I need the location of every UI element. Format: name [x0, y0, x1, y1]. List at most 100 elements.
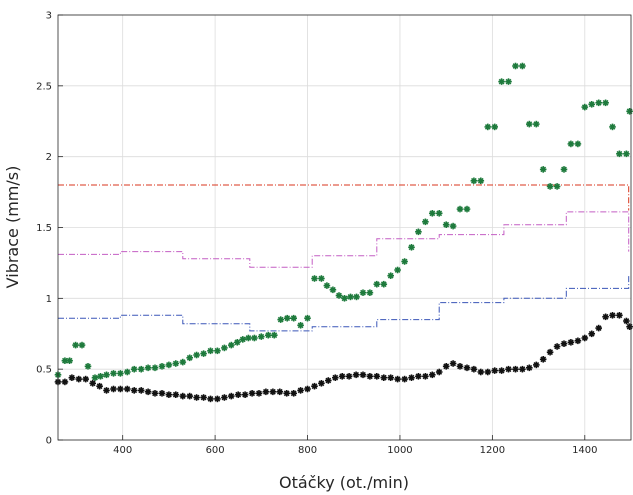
black-series-point [539, 355, 547, 363]
x-tick-label: 600 [206, 445, 225, 456]
green-series-point [283, 314, 291, 322]
black-series-point [186, 392, 193, 400]
green-series-point [553, 183, 561, 190]
x-axis-label: Otáčky (ot./min) [279, 473, 409, 492]
black-series-point [519, 365, 526, 373]
green-series-point [318, 275, 325, 282]
black-series-point [324, 377, 332, 384]
green-series-point [602, 99, 609, 107]
green-series-point [66, 357, 73, 365]
red-limit-line [58, 184, 630, 211]
green-series-point [422, 218, 429, 226]
green-series-point [335, 292, 343, 299]
green-series-point [373, 280, 381, 288]
black-series-point [248, 389, 256, 397]
green-series-point [124, 368, 131, 376]
black-series-point [75, 375, 83, 383]
black-series-point [290, 389, 298, 397]
green-series-point [442, 221, 450, 228]
green-series-point [214, 347, 221, 355]
green-series-point [251, 334, 258, 342]
green-series-point [539, 166, 547, 173]
green-series-point [200, 350, 207, 357]
green-series-point [290, 314, 298, 322]
green-series-point [84, 362, 92, 370]
black-series-point [477, 368, 485, 376]
green-series-point [366, 289, 374, 297]
black-series-point [491, 367, 499, 374]
black-series-point [165, 391, 173, 399]
green-series-point [341, 294, 348, 302]
green-series-point [165, 361, 173, 369]
black-series-point [616, 311, 623, 319]
green-series-point [347, 293, 354, 301]
black-series-point [560, 340, 568, 348]
green-series-point [498, 78, 505, 85]
y-tick-label: 2 [46, 152, 52, 163]
green-series-point [179, 358, 187, 366]
black-series-point [498, 367, 505, 374]
black-series-point [626, 323, 633, 331]
green-series-point [72, 341, 79, 349]
black-series-point [401, 375, 408, 383]
green-series-point [546, 183, 554, 190]
green-series-point [207, 347, 214, 355]
black-series-point [422, 372, 429, 380]
black-series-point [331, 374, 339, 382]
green-series-point [311, 275, 318, 282]
black-series-point [144, 388, 152, 396]
black-series-point [214, 395, 221, 403]
green-series-point [329, 286, 337, 294]
black-series-point [609, 311, 616, 319]
black-series-point [103, 387, 110, 394]
green-series-point [435, 210, 443, 217]
green-series-point [221, 344, 228, 352]
green-series-point [623, 150, 630, 158]
green-series-point [512, 62, 519, 70]
tick-layer: 400 600 800 1000 1200 1400 0 0.5 1 1.5 2 2.5 3 [36, 11, 597, 457]
black-series-point [262, 388, 270, 396]
green-series-point [228, 341, 235, 349]
green-series-point [532, 120, 540, 128]
green-series-point [245, 334, 252, 342]
green-series-point [581, 103, 589, 111]
black-series-point [207, 395, 214, 403]
green-series-point [130, 365, 138, 373]
green-series-point [401, 258, 408, 265]
black-series-point [449, 360, 457, 367]
black-series-point [408, 374, 415, 382]
black-series-point [442, 362, 450, 370]
y-tick-label: 3 [46, 11, 52, 22]
green-series-point [151, 364, 159, 372]
green-series-point [505, 78, 512, 85]
black-series-point [380, 374, 388, 382]
black-series-point [151, 389, 159, 397]
green-series-point [110, 370, 117, 377]
black-series-point [505, 365, 512, 373]
black-series-point [428, 371, 436, 379]
green-series-point [477, 177, 485, 185]
green-series-point [463, 205, 471, 213]
black-series-point [241, 391, 249, 399]
x-tick-label: 800 [298, 445, 317, 456]
y-tick-label: 1.5 [36, 223, 52, 234]
black-series-point [435, 368, 443, 376]
black-series-point [311, 382, 318, 390]
black-series-point [283, 389, 291, 397]
y-tick-label: 0 [46, 436, 52, 447]
green-series-point [103, 371, 110, 379]
black-series-point [463, 364, 471, 372]
green-series-point [172, 360, 180, 367]
black-series-point [588, 330, 596, 338]
black-series-point [359, 371, 367, 379]
green-series-point [574, 140, 582, 148]
black-series-point [200, 394, 207, 401]
green-series-point [270, 331, 278, 339]
green-series-point [387, 272, 395, 280]
x-tick-label: 1400 [572, 445, 597, 456]
green-series-point [415, 228, 422, 236]
black-series-point [82, 375, 89, 383]
green-series-point [491, 123, 499, 131]
green-series-point [91, 374, 99, 382]
